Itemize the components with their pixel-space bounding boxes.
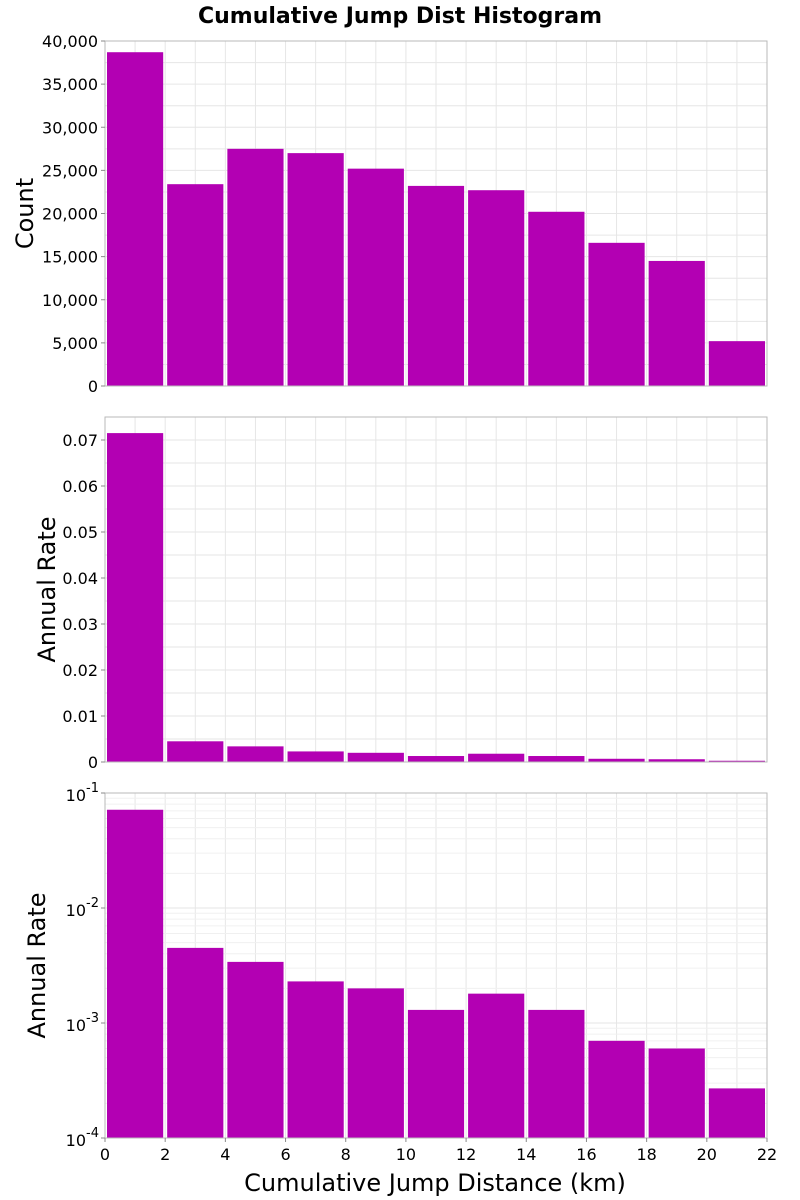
histogram-bar	[708, 760, 765, 762]
x-tick-label: 4	[220, 1145, 230, 1164]
rate-log-histogram-panel: 10-1 10-2 10-3 10-4 Annual Rate	[23, 781, 768, 1150]
y-tick-label: 0	[88, 753, 98, 772]
histogram-bar	[588, 758, 645, 762]
y-axis-label-rate-log: Annual Rate	[23, 892, 51, 1038]
histogram-bar	[528, 211, 585, 386]
histogram-bar	[227, 961, 284, 1138]
histogram-bar	[528, 1009, 585, 1138]
histogram-bar	[167, 741, 224, 762]
histogram-bar	[588, 1040, 645, 1138]
y-tick-label: 25,000	[42, 161, 98, 180]
histogram-bar	[648, 759, 705, 762]
histogram-bar	[167, 184, 224, 386]
histogram-bar	[468, 190, 525, 386]
chart-title: Cumulative Jump Dist Histogram	[198, 4, 602, 29]
rate-linear-histogram-panel: 0 0.01 0.02 0.03 0.04 0.05 0.06 0.07 Annual Rat…	[33, 416, 768, 772]
histogram-bar	[708, 1088, 765, 1138]
y-tick-label: 0.06	[62, 477, 98, 496]
histogram-bar	[407, 756, 465, 762]
histogram-bar	[227, 746, 284, 762]
histogram-bar	[468, 753, 525, 762]
y-tick-label: 15,000	[42, 248, 98, 267]
y-tick-label: 0	[88, 377, 98, 396]
plot-frame	[104, 792, 768, 1139]
x-tick-label: 16	[576, 1145, 596, 1164]
histogram-bar	[107, 809, 164, 1138]
y-tick-label: 0.04	[62, 569, 98, 588]
histogram-bar	[107, 433, 164, 762]
histogram-bar	[407, 185, 465, 386]
x-tick-label: 2	[160, 1145, 170, 1164]
x-tick-label: 0	[100, 1145, 110, 1164]
y-tick-label: 10-1	[66, 781, 99, 805]
histogram-bar	[708, 341, 765, 386]
histogram-bar	[528, 756, 585, 762]
y-tick-label: 5,000	[52, 334, 98, 353]
histogram-bar	[347, 168, 404, 386]
x-tick-label: 18	[636, 1145, 656, 1164]
x-tick-label: 22	[757, 1145, 777, 1164]
histogram-bar	[468, 993, 525, 1138]
histogram-bar	[407, 1009, 465, 1138]
count-histogram-panel: 0 5,000 10,000 15,000 20,000 25,000 30,000 35,0…	[11, 32, 768, 396]
x-axis-ticks: 0 2 4 6 8 10 12 14 16 18 20 22	[100, 1138, 777, 1164]
y-tick-label: 0.05	[62, 523, 98, 542]
histogram-bar	[107, 52, 164, 387]
histogram-bar	[287, 981, 344, 1138]
x-tick-label: 14	[516, 1145, 536, 1164]
y-tick-label: 40,000	[42, 32, 98, 51]
histogram-bar	[648, 260, 705, 386]
y-tick-label: 10-3	[66, 1011, 99, 1035]
y-tick-label: 0.01	[62, 707, 98, 726]
histogram-bar	[588, 242, 645, 386]
y-axis-label-rate-linear: Annual Rate	[33, 516, 61, 662]
plot-frame	[104, 416, 768, 763]
histogram-bar	[347, 752, 404, 762]
y-tick-label: 30,000	[42, 118, 98, 137]
y-tick-label: 0.07	[62, 431, 98, 450]
histogram-bar	[347, 988, 404, 1138]
x-tick-label: 8	[341, 1145, 351, 1164]
y-tick-label: 0.02	[62, 661, 98, 680]
histogram-bar	[167, 947, 224, 1138]
y-tick-label: 10,000	[42, 291, 98, 310]
x-tick-label: 12	[456, 1145, 476, 1164]
histogram-bar	[648, 1048, 705, 1138]
y-tick-label: 10-2	[66, 896, 99, 920]
histogram-bar	[287, 153, 344, 386]
x-tick-label: 20	[697, 1145, 717, 1164]
y-tick-label: 0.03	[62, 615, 98, 634]
x-tick-label: 10	[396, 1145, 416, 1164]
y-tick-label: 35,000	[42, 75, 98, 94]
x-axis-label: Cumulative Jump Distance (km)	[244, 1169, 626, 1197]
y-axis-label-count: Count	[11, 178, 39, 249]
y-tick-label: 10-4	[66, 1126, 99, 1150]
histogram-bar	[287, 751, 344, 762]
histogram-bar	[227, 148, 284, 386]
x-tick-label: 6	[280, 1145, 290, 1164]
y-tick-label: 20,000	[42, 205, 98, 224]
